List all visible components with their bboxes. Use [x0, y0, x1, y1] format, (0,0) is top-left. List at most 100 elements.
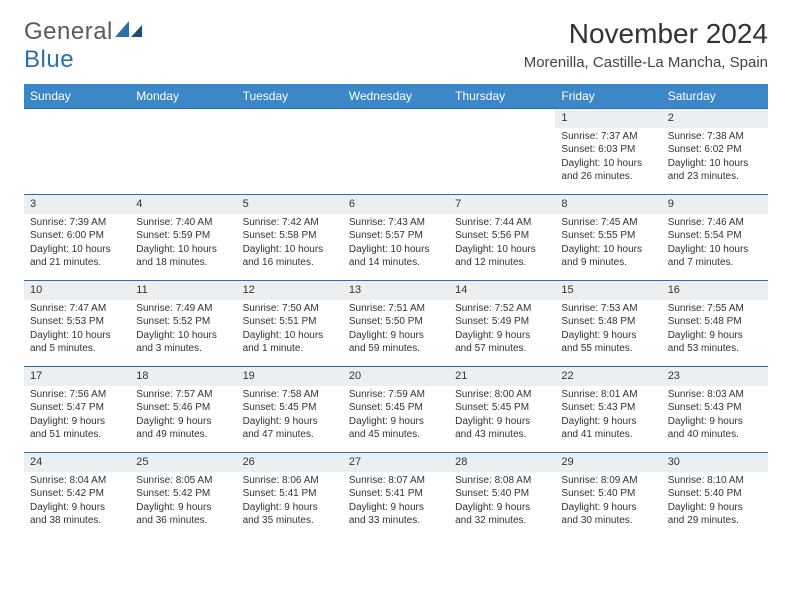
daylight2-text: and 29 minutes. — [668, 514, 762, 528]
daylight1-text: Daylight: 9 hours — [561, 329, 655, 343]
calendar-cell: 1Sunrise: 7:37 AMSunset: 6:03 PMDaylight… — [555, 109, 661, 195]
logo: General Blue — [24, 18, 143, 74]
daylight1-text: Daylight: 9 hours — [455, 329, 549, 343]
sunrise-text: Sunrise: 7:38 AM — [668, 130, 762, 144]
title-block: November 2024 Morenilla, Castille-La Man… — [524, 18, 768, 71]
calendar-cell: 22 Sunrise: 8:01 AMSunset: 5:43 PMDayligh… — [555, 367, 661, 453]
calendar-cell: 21Sunrise: 8:00 AMSunset: 5:45 PMDayligh… — [449, 367, 555, 453]
sunrise-text: Sunrise: 8:01 AM — [561, 388, 655, 402]
cell-body: Sunrise: 7:50 AMSunset: 5:51 PMDaylight:… — [237, 300, 343, 360]
daylight2-text: and 5 minutes. — [30, 342, 124, 356]
cell-body: Sunrise: 8:00 AMSunset: 5:45 PMDaylight:… — [449, 386, 555, 446]
sunrise-text: Sunrise: 8:03 AM — [668, 388, 762, 402]
calendar-cell: 2Sunrise: 7:38 AMSunset: 6:02 PMDaylight… — [662, 109, 768, 195]
sunset-text: Sunset: 5:51 PM — [243, 315, 337, 329]
day-number: 13 — [343, 281, 449, 300]
calendar-cell: 12Sunrise: 7:50 AMSunset: 5:51 PMDayligh… — [237, 281, 343, 367]
weekday-header: Sunday — [24, 84, 130, 109]
sunset-text: Sunset: 5:54 PM — [668, 229, 762, 243]
day-number: 24 — [24, 453, 130, 472]
daylight2-text: and 36 minutes. — [136, 514, 230, 528]
calendar-cell: 14Sunrise: 7:52 AMSunset: 5:49 PMDayligh… — [449, 281, 555, 367]
day-number: 22 — [555, 367, 661, 386]
daylight1-text: Daylight: 9 hours — [30, 415, 124, 429]
sunrise-text: Sunrise: 7:55 AM — [668, 302, 762, 316]
sunset-text: Sunset: 5:58 PM — [243, 229, 337, 243]
calendar-cell: 25Sunrise: 8:05 AMSunset: 5:42 PMDayligh… — [130, 453, 236, 539]
day-number: 16 — [662, 281, 768, 300]
calendar-cell — [343, 109, 449, 195]
sunset-text: Sunset: 5:42 PM — [136, 487, 230, 501]
cell-body: Sunrise: 8:09 AMSunset: 5:40 PMDaylight:… — [555, 472, 661, 532]
cell-body: Sunrise: 7:49 AMSunset: 5:52 PMDaylight:… — [130, 300, 236, 360]
sunrise-text: Sunrise: 7:56 AM — [30, 388, 124, 402]
calendar-cell — [449, 109, 555, 195]
daylight1-text: Daylight: 9 hours — [136, 501, 230, 515]
sunset-text: Sunset: 5:40 PM — [561, 487, 655, 501]
sunset-text: Sunset: 5:40 PM — [455, 487, 549, 501]
calendar-week-row: 3Sunrise: 7:39 AMSunset: 6:00 PMDaylight… — [24, 195, 768, 281]
daylight1-text: Daylight: 10 hours — [668, 157, 762, 171]
daylight2-text: and 49 minutes. — [136, 428, 230, 442]
cell-body: Sunrise: 7:47 AMSunset: 5:53 PMDaylight:… — [24, 300, 130, 360]
calendar-cell: 27Sunrise: 8:07 AMSunset: 5:41 PMDayligh… — [343, 453, 449, 539]
day-number: 14 — [449, 281, 555, 300]
calendar-cell: 30Sunrise: 8:10 AMSunset: 5:40 PMDayligh… — [662, 453, 768, 539]
calendar-cell — [130, 109, 236, 195]
sunset-text: Sunset: 5:45 PM — [455, 401, 549, 415]
cell-body: Sunrise: 7:51 AMSunset: 5:50 PMDaylight:… — [343, 300, 449, 360]
calendar-cell: 4Sunrise: 7:40 AMSunset: 5:59 PMDaylight… — [130, 195, 236, 281]
daylight1-text: Daylight: 10 hours — [668, 243, 762, 257]
sunrise-text: Sunrise: 7:51 AM — [349, 302, 443, 316]
sunrise-text: Sunrise: 8:07 AM — [349, 474, 443, 488]
cell-body: Sunrise: 7:45 AMSunset: 5:55 PMDaylight:… — [555, 214, 661, 274]
sunset-text: Sunset: 5:52 PM — [136, 315, 230, 329]
daylight2-text: and 9 minutes. — [561, 256, 655, 270]
page-header: General Blue November 2024 Morenilla, Ca… — [24, 18, 768, 74]
sunset-text: Sunset: 5:53 PM — [30, 315, 124, 329]
sunrise-text: Sunrise: 8:10 AM — [668, 474, 762, 488]
sunset-text: Sunset: 5:43 PM — [561, 401, 655, 415]
daylight2-text: and 32 minutes. — [455, 514, 549, 528]
sunset-text: Sunset: 5:41 PM — [349, 487, 443, 501]
sunset-text: Sunset: 5:59 PM — [136, 229, 230, 243]
calendar-cell: 9 Sunrise: 7:46 AMSunset: 5:54 PMDaylight… — [662, 195, 768, 281]
daylight1-text: Daylight: 9 hours — [349, 501, 443, 515]
sunset-text: Sunset: 5:40 PM — [668, 487, 762, 501]
sunrise-text: Sunrise: 7:46 AM — [668, 216, 762, 230]
sunset-text: Sunset: 5:48 PM — [668, 315, 762, 329]
calendar-cell: 8Sunrise: 7:45 AMSunset: 5:55 PMDaylight… — [555, 195, 661, 281]
daylight2-text: and 33 minutes. — [349, 514, 443, 528]
daylight2-text: and 47 minutes. — [243, 428, 337, 442]
cell-body: Sunrise: 7:58 AMSunset: 5:45 PMDaylight:… — [237, 386, 343, 446]
cell-body: Sunrise: 7:59 AMSunset: 5:45 PMDaylight:… — [343, 386, 449, 446]
sunset-text: Sunset: 5:50 PM — [349, 315, 443, 329]
daylight2-text: and 59 minutes. — [349, 342, 443, 356]
calendar-cell: 5Sunrise: 7:42 AMSunset: 5:58 PMDaylight… — [237, 195, 343, 281]
daylight2-text: and 21 minutes. — [30, 256, 124, 270]
daylight2-text: and 16 minutes. — [243, 256, 337, 270]
day-number: 11 — [130, 281, 236, 300]
daylight1-text: Daylight: 10 hours — [561, 157, 655, 171]
weekday-header: Friday — [555, 84, 661, 109]
daylight2-text: and 26 minutes. — [561, 170, 655, 184]
calendar-cell: 28Sunrise: 8:08 AMSunset: 5:40 PMDayligh… — [449, 453, 555, 539]
day-number: 20 — [343, 367, 449, 386]
daylight1-text: Daylight: 10 hours — [136, 329, 230, 343]
sunset-text: Sunset: 5:57 PM — [349, 229, 443, 243]
daylight1-text: Daylight: 10 hours — [561, 243, 655, 257]
daylight1-text: Daylight: 9 hours — [349, 415, 443, 429]
daylight1-text: Daylight: 9 hours — [561, 415, 655, 429]
day-number: 9 — [662, 195, 768, 214]
cell-body: Sunrise: 7:53 AMSunset: 5:48 PMDaylight:… — [555, 300, 661, 360]
daylight2-text: and 45 minutes. — [349, 428, 443, 442]
cell-body: Sunrise: 7:56 AMSunset: 5:47 PMDaylight:… — [24, 386, 130, 446]
daylight2-text: and 18 minutes. — [136, 256, 230, 270]
sunset-text: Sunset: 5:47 PM — [30, 401, 124, 415]
day-number: 26 — [237, 453, 343, 472]
sunrise-text: Sunrise: 7:42 AM — [243, 216, 337, 230]
cell-body: Sunrise: 8:05 AMSunset: 5:42 PMDaylight:… — [130, 472, 236, 532]
daylight2-text: and 53 minutes. — [668, 342, 762, 356]
weekday-header-row: Sunday Monday Tuesday Wednesday Thursday… — [24, 84, 768, 109]
sunrise-text: Sunrise: 7:40 AM — [136, 216, 230, 230]
